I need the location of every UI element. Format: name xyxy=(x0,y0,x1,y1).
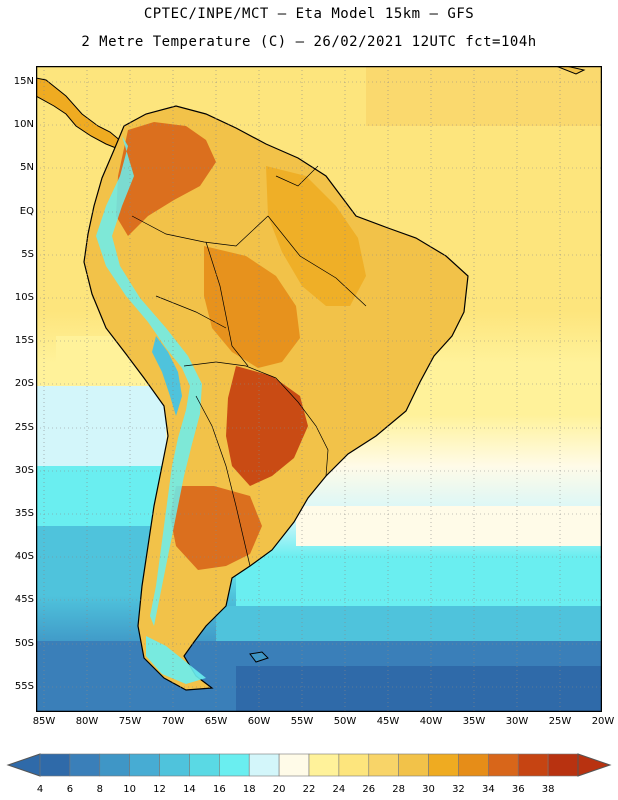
longitude-label: 80W xyxy=(75,716,99,727)
longitude-label: 85W xyxy=(32,716,56,727)
country-borders xyxy=(131,165,367,567)
hot-region-brazil xyxy=(266,166,366,306)
colorbar-label: 12 xyxy=(153,784,166,795)
colorbar-swatch xyxy=(517,753,549,777)
ocean-cool-band xyxy=(216,606,602,646)
longitude-label: 25W xyxy=(548,716,572,727)
caribbean-islands xyxy=(555,66,586,75)
latitude-label: 5S xyxy=(21,248,34,260)
colorbar-label: 26 xyxy=(362,784,376,795)
latitude-label: EQ xyxy=(19,205,34,217)
colorbar-swatch xyxy=(159,753,190,777)
latitude-label: 30S xyxy=(14,464,34,476)
colorbar-label: 24 xyxy=(332,784,346,795)
hot-region-patagonia-north xyxy=(170,486,262,570)
hot-region-central xyxy=(204,246,300,368)
colorbar-label: 34 xyxy=(481,784,495,795)
colorbar-swatch xyxy=(547,753,579,777)
colorbar-label: 18 xyxy=(242,784,256,795)
colorbar-swatch xyxy=(488,753,519,777)
latitude-label: 50S xyxy=(14,637,34,649)
colorbar-swatch xyxy=(308,753,340,777)
colorbar-swatch xyxy=(219,753,250,777)
colorbar-label: 22 xyxy=(302,784,316,795)
colorbar-swatch xyxy=(398,753,429,777)
colorbar-label: 20 xyxy=(272,784,286,795)
longitude-label: 50W xyxy=(333,716,357,727)
hot-region-chaco xyxy=(226,366,308,486)
colorbar-low-arrow xyxy=(6,753,41,777)
ocean-cool-band xyxy=(36,466,166,526)
temperature-map xyxy=(36,66,602,712)
longitude-label: 70W xyxy=(161,716,185,727)
longitude-label: 75W xyxy=(118,716,142,727)
latitude-label: 15N xyxy=(13,76,34,87)
colorbar xyxy=(6,753,612,777)
map-frame xyxy=(36,66,602,712)
map-title-line2: 2 Metre Temperature (C) – 26/02/2021 12U… xyxy=(81,34,537,50)
colorbar-label: 4 xyxy=(36,784,44,795)
colorbar-swatch xyxy=(428,753,459,777)
longitude-label: 45W xyxy=(376,716,400,727)
ocean-cool-band xyxy=(236,556,602,606)
latitude-label: 5N xyxy=(20,162,34,174)
colorbar-label: 30 xyxy=(422,784,435,795)
ocean-cool-band xyxy=(36,386,166,466)
colorbar-swatch xyxy=(189,753,220,777)
longitude-label: 20W xyxy=(591,716,615,727)
latitude-label: 35S xyxy=(14,508,34,519)
colorbar-swatch xyxy=(458,753,489,777)
colorbar-high-arrow xyxy=(577,753,612,777)
colorbar-label: 32 xyxy=(452,784,465,795)
southern-tip-cold xyxy=(146,636,206,684)
latitude-label: 20S xyxy=(14,378,34,390)
colorbar-label: 16 xyxy=(212,784,226,795)
latitude-label: 25S xyxy=(14,421,34,433)
andes-cold-ridge xyxy=(96,136,202,626)
latitude-label: 10S xyxy=(14,292,34,303)
colorbar-label: 6 xyxy=(66,784,74,795)
colorbar-label: 36 xyxy=(511,784,525,795)
andes-ice-core xyxy=(152,336,182,416)
colorbar-swatch xyxy=(99,753,130,777)
ocean-warm-band xyxy=(296,506,602,546)
latitude-label: 40S xyxy=(14,551,34,563)
latitude-label: 55S xyxy=(14,680,34,692)
latitude-label: 15S xyxy=(14,335,34,347)
colorbar-label: 28 xyxy=(392,784,406,795)
ocean-cold-band xyxy=(236,666,602,712)
colorbar-swatch xyxy=(278,753,310,777)
falkland-islands xyxy=(249,651,269,663)
longitude-label: 30W xyxy=(505,716,529,727)
map-title-line1: CPTEC/INPE/MCT – Eta Model 15km – GFS xyxy=(143,6,475,22)
colorbar-label: 8 xyxy=(96,784,103,795)
colorbar-swatch xyxy=(39,753,71,777)
longitude-label: 60W xyxy=(247,716,271,727)
colorbar-swatch xyxy=(69,753,101,777)
ocean-warm-band xyxy=(366,66,602,126)
latitude-label: 45S xyxy=(14,594,34,606)
colorbar-label: 14 xyxy=(183,784,196,795)
colorbar-label: 10 xyxy=(123,784,137,795)
longitude-label: 35W xyxy=(462,716,486,727)
colorbar-swatch xyxy=(368,753,399,777)
longitude-label: 40W xyxy=(419,716,443,727)
latitude-label: 10N xyxy=(13,119,34,131)
longitude-label: 65W xyxy=(204,716,228,727)
colorbar-swatch xyxy=(129,753,160,777)
colorbar-label: 38 xyxy=(541,784,555,795)
colorbar-swatch xyxy=(338,753,370,777)
hot-region-northwest xyxy=(116,122,216,236)
longitude-label: 55W xyxy=(290,716,314,727)
colorbar-swatch xyxy=(248,753,280,777)
